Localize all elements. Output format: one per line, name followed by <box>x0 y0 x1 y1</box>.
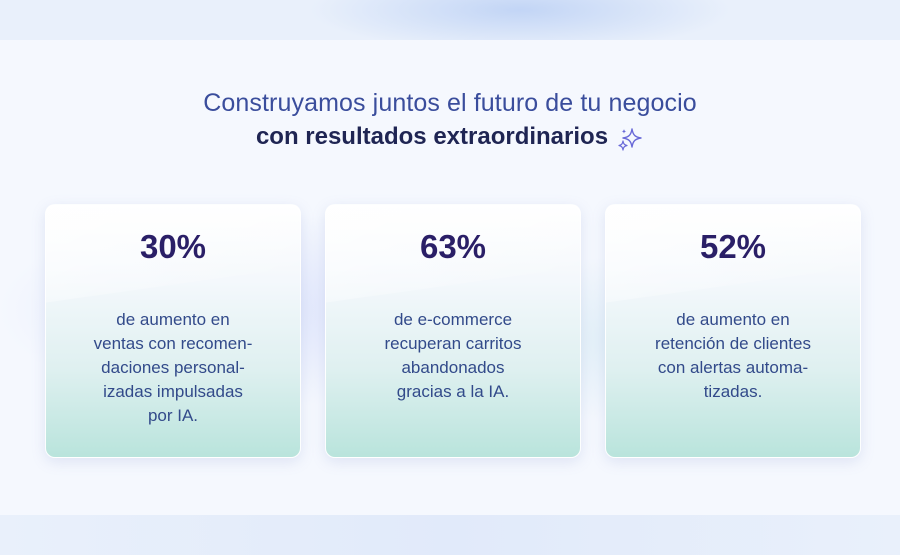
stat-description-line: de aumento en <box>116 310 230 329</box>
stat-value: 63% <box>419 228 487 265</box>
stat-description-line: por IA. <box>147 406 199 425</box>
stat-card-retention: 52% de aumento en retención de clientes … <box>605 204 861 458</box>
stat-description-line: de e-commerce <box>393 310 513 329</box>
stat-description-line: gracias a la IA. <box>396 382 510 401</box>
stat-description: de e-commerce recuperan carritos abandon… <box>340 308 566 404</box>
stat-description-line: daciones personal- <box>101 358 245 377</box>
subheadline-text: con resultados extraordinarios <box>255 123 609 150</box>
stat-description-line: retención de clientes <box>655 334 811 353</box>
stat-description-line: ventas con recomen- <box>93 334 253 353</box>
stat-card-sales: 30% de aumento en ventas con recomen- da… <box>45 204 301 458</box>
stat-description-line: tizadas. <box>703 382 763 401</box>
page-headline: Construyamos juntos el futuro de tu nego… <box>203 89 697 117</box>
page-subheadline: con resultados extraordinarios <box>0 120 900 154</box>
stat-description-line: abandonados <box>401 358 505 377</box>
stat-description: de aumento en retención de clientes con … <box>620 308 846 404</box>
stat-value: 30% <box>139 228 207 265</box>
stat-description-line: con alertas automa- <box>657 358 809 377</box>
sparkle-icon <box>618 128 642 151</box>
stat-description-line: recuperan carritos <box>384 334 522 353</box>
stat-description: de aumento en ventas con recomen- dacion… <box>60 308 286 428</box>
stat-description-line: de aumento en <box>676 310 790 329</box>
stat-value: 52% <box>699 228 767 265</box>
bottom-strip <box>0 515 900 555</box>
stat-description-line: izadas impulsadas <box>103 382 243 401</box>
stat-card-ecommerce: 63% de e-commerce recuperan carritos aba… <box>325 204 581 458</box>
